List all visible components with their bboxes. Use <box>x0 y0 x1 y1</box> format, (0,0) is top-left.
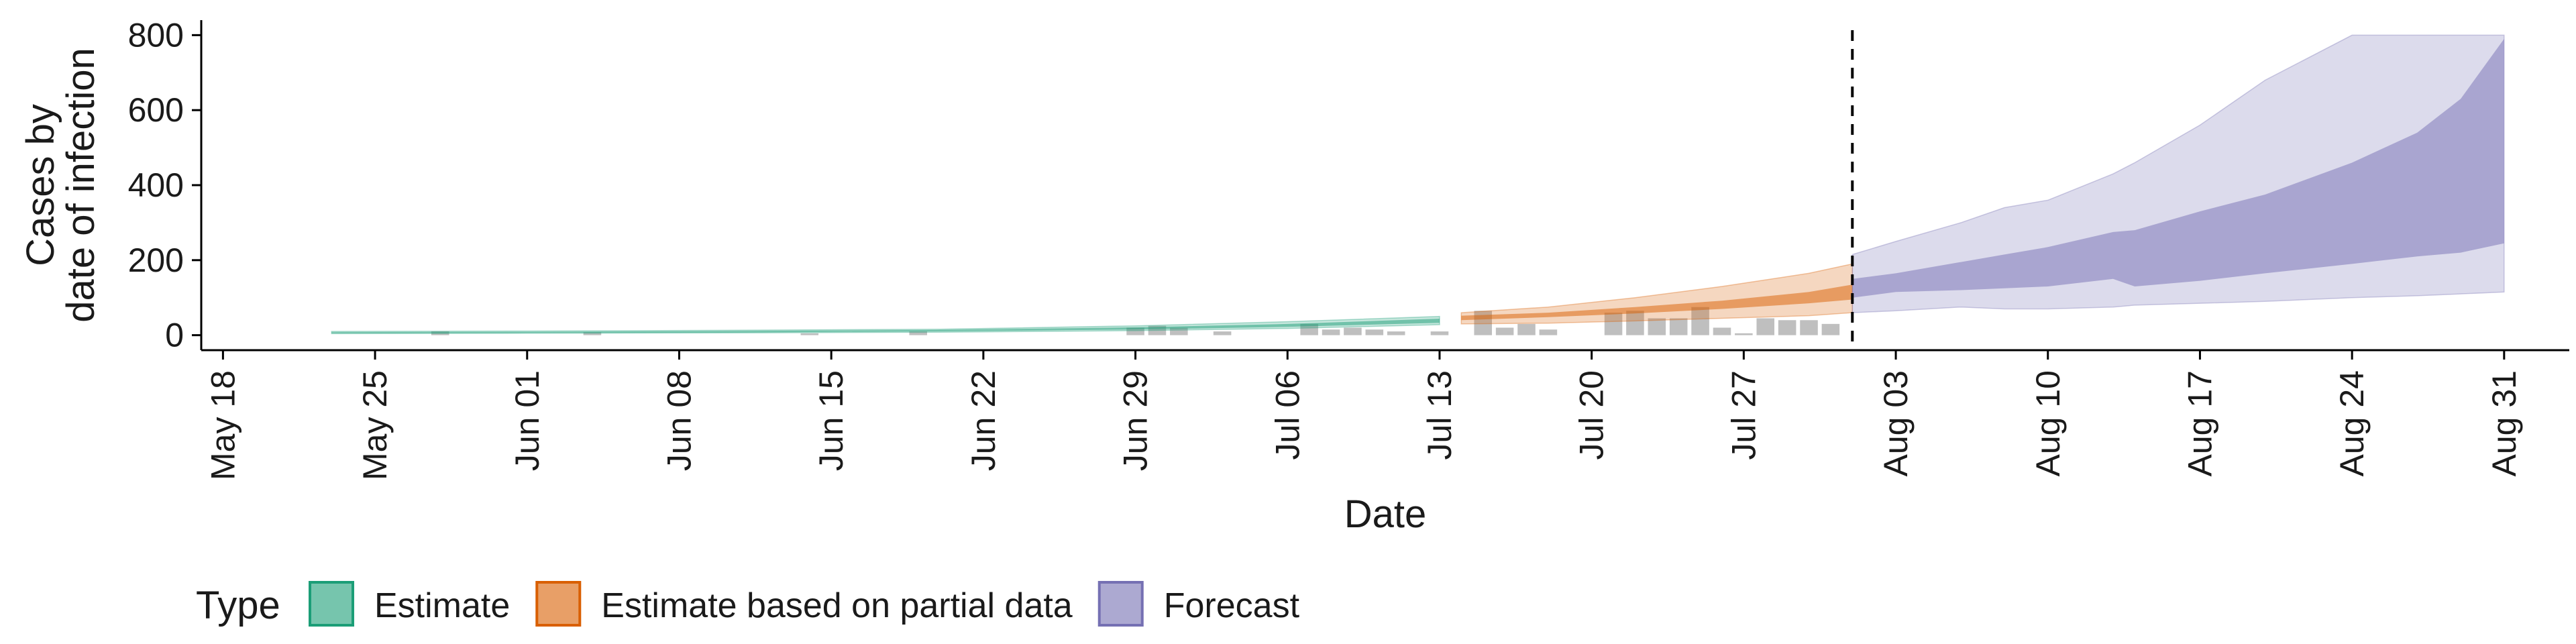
x-tick-label: Jul 20 <box>1573 370 1611 460</box>
reported-cases-bar <box>1691 307 1709 335</box>
reported-cases-bar <box>1604 313 1623 335</box>
x-axis-title: Date <box>1344 492 1427 536</box>
reported-cases-bar <box>1713 327 1731 335</box>
y-tick-label: 0 <box>165 317 184 354</box>
x-tick-label: May 25 <box>356 370 394 480</box>
reported-cases-bar <box>1626 311 1644 335</box>
reported-cases-bar <box>431 331 449 335</box>
y-tick-label: 600 <box>128 91 184 129</box>
x-tick-label: May 18 <box>204 370 241 480</box>
y-tick-label: 200 <box>128 241 184 279</box>
y-tick-label: 400 <box>128 166 184 204</box>
legend-title: Type <box>196 584 280 627</box>
reported-cases-bars <box>431 307 1840 335</box>
legend-items: Estimate Estimate based on partial data Fo… <box>309 581 1300 627</box>
x-axis-ticks: May 18 May 25 Jun 01 Jun 08 Jun 15 Jun 22 Jun … <box>204 350 2523 480</box>
y-axis-title: Cases bydate of infection <box>19 48 103 323</box>
forecast-inner-band <box>1852 39 2504 298</box>
x-tick-label: Aug 24 <box>2333 370 2371 476</box>
reported-cases-bar <box>1669 318 1688 335</box>
legend-label-forecast: Forecast <box>1164 586 1300 625</box>
reported-cases-bar <box>1300 323 1318 335</box>
reported-cases-bar <box>1344 327 1362 335</box>
reported-cases-bar <box>1778 320 1796 335</box>
estimate-bands <box>331 34 2505 335</box>
legend-label-estimate: Estimate <box>374 586 510 625</box>
x-tick-label: Jun 08 <box>660 370 698 471</box>
reported-cases-bar <box>1517 323 1536 335</box>
x-tick-label: Jun 29 <box>1117 370 1155 471</box>
legend-swatch-estimate <box>309 581 354 627</box>
legend: Type Estimate Estimate based on partial d… <box>196 581 1300 627</box>
x-tick-label: Aug 10 <box>2029 370 2067 476</box>
y-axis-title-line: Cases by <box>19 104 62 266</box>
reported-cases-bar <box>1170 327 1188 335</box>
x-tick-label: Jul 27 <box>1725 370 1762 460</box>
reported-cases-bar <box>1735 333 1753 335</box>
x-tick-label: Aug 31 <box>2485 370 2523 476</box>
reported-cases-bar <box>909 331 927 335</box>
estimate-based-on-partial-data-inner-band <box>1461 284 1853 321</box>
x-tick-label: Jun 15 <box>812 370 850 471</box>
x-tick-label: Jul 06 <box>1269 370 1306 460</box>
legend-swatch-estimate-based-on-partial-data <box>535 581 582 627</box>
plot-area <box>331 30 2505 350</box>
x-tick-label: Jun 22 <box>965 370 1002 471</box>
estimate-outer-band <box>331 315 1440 335</box>
reported-cases-bar <box>1539 329 1558 335</box>
reported-cases-bar <box>1387 331 1405 335</box>
reported-cases-bar <box>1821 323 1840 335</box>
x-tick-label: Jul 13 <box>1421 370 1458 460</box>
reported-cases-bar <box>800 333 819 335</box>
estimate-inner-band <box>331 319 1440 333</box>
y-axis-ticks: 0 200 400 600 800 <box>128 16 201 354</box>
x-tick-label: Aug 17 <box>2181 370 2218 476</box>
x-tick-label: Aug 03 <box>1877 370 1915 476</box>
legend-swatch-forecast <box>1097 581 1144 627</box>
reported-cases-bar <box>1756 318 1775 335</box>
reported-cases-bar <box>1126 327 1144 335</box>
legend-label-estimate-based-on-partial-data: Estimate based on partial data <box>601 586 1073 625</box>
y-tick-label: 800 <box>128 16 184 54</box>
reported-cases-bar <box>1495 327 1514 335</box>
reported-cases-bar <box>1365 329 1384 335</box>
reported-cases-bar <box>1430 331 1449 335</box>
reported-cases-bar <box>1322 329 1340 335</box>
y-axis-title-line: date of infection <box>59 48 103 323</box>
reported-cases-bar <box>1648 318 1666 335</box>
reported-cases-bar <box>1213 331 1232 335</box>
x-tick-label: Jun 01 <box>508 370 546 471</box>
axes: 0 200 400 600 800 May 18 May 25 Jun 01 Jun 08 Ju… <box>128 16 2569 480</box>
reported-cases-bar <box>1800 320 1818 335</box>
reported-cases-bar <box>583 332 602 335</box>
